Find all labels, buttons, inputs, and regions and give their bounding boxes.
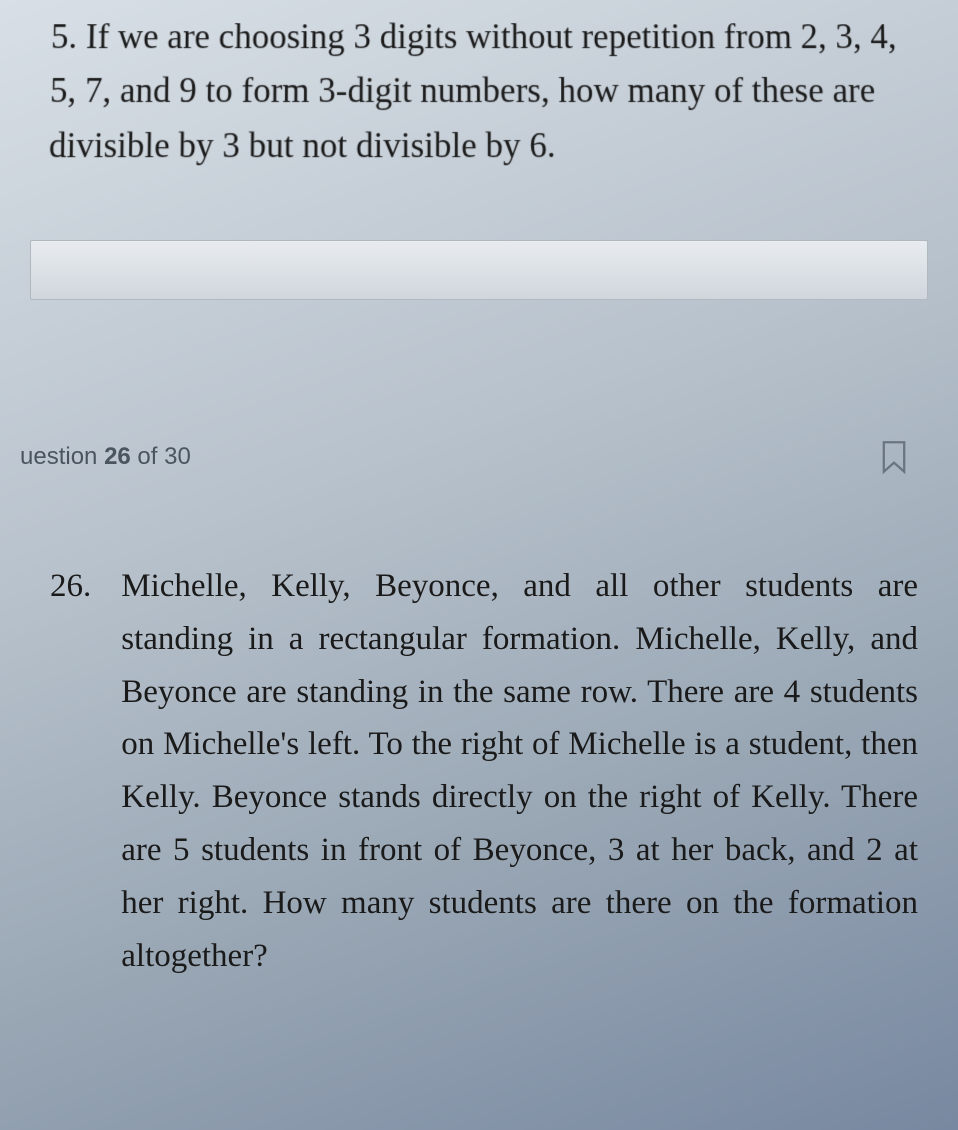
question-2-body: Michelle, Kelly, Beyonce, and all other …: [121, 560, 918, 982]
question-indicator-row: uestion 26 of 30: [0, 440, 958, 474]
question-2-number: 26.: [50, 560, 91, 613]
question-1-text: 5. If we are choosing 3 digits without r…: [48, 10, 919, 173]
question-2-container: 26. Michelle, Kelly, Beyonce, and all ot…: [50, 560, 918, 982]
indicator-separator: of: [131, 443, 164, 470]
bookmark-icon[interactable]: [880, 440, 908, 474]
question-1-number: 5.: [51, 17, 78, 56]
indicator-prefix: uestion: [20, 443, 104, 470]
question-block-1: 5. If we are choosing 3 digits without r…: [0, 0, 958, 193]
page-surface: 5. If we are choosing 3 digits without r…: [0, 0, 958, 1130]
question-1-body: If we are choosing 3 digits without repe…: [49, 17, 897, 164]
indicator-total: 30: [164, 443, 191, 470]
question-block-2: 26. Michelle, Kelly, Beyonce, and all ot…: [0, 560, 958, 982]
indicator-current: 26: [104, 443, 131, 470]
answer-input-box[interactable]: [30, 240, 928, 300]
question-counter: uestion 26 of 30: [20, 443, 191, 471]
